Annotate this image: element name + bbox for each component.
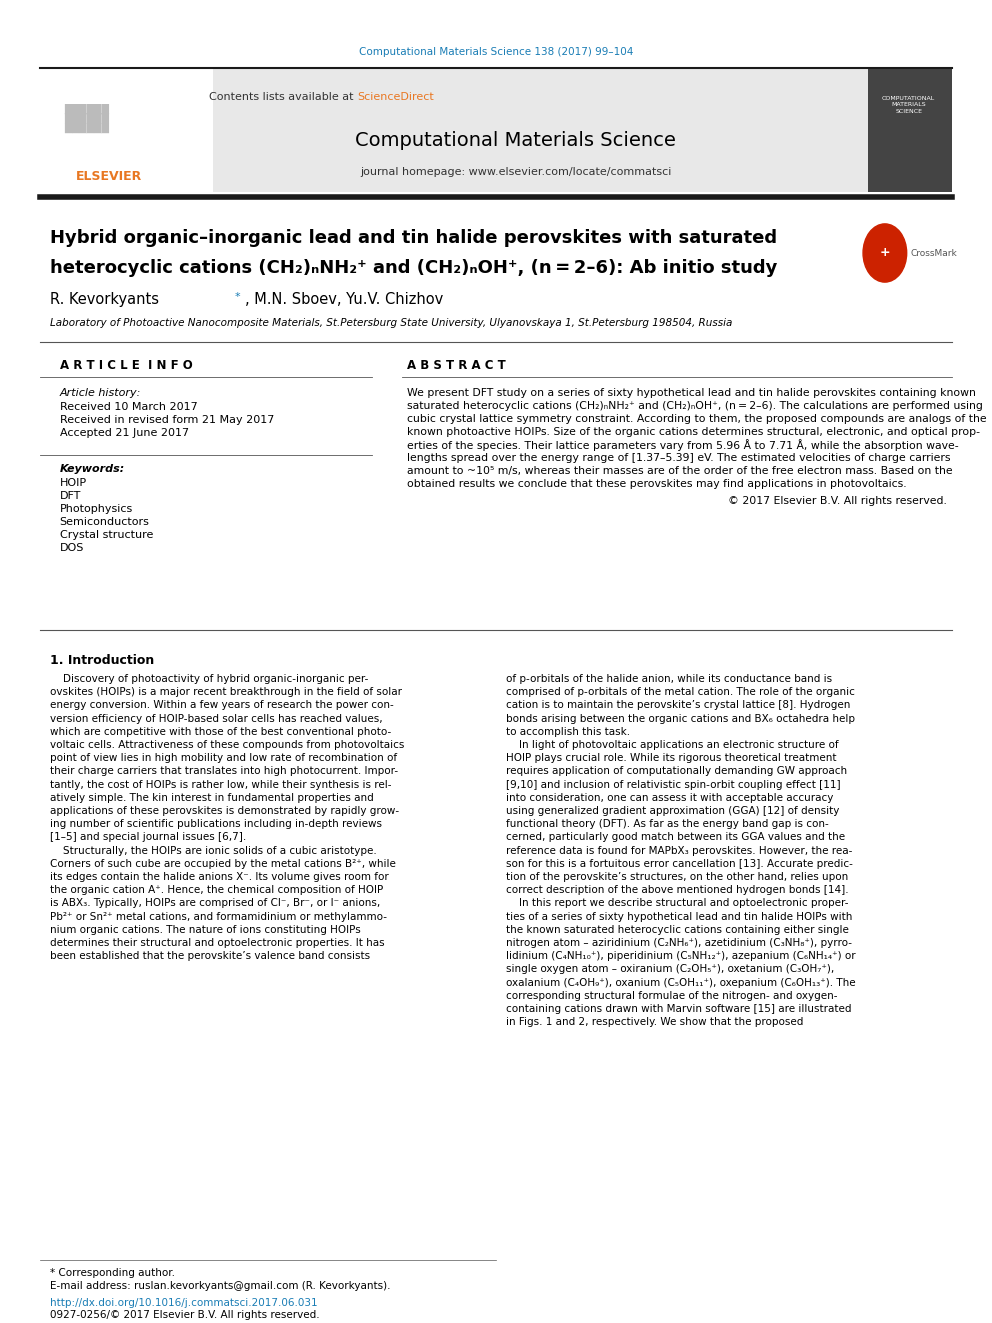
Text: containing cations drawn with Marvin software [15] are illustrated: containing cations drawn with Marvin sof… (506, 1004, 851, 1013)
Text: is ABX₃. Typically, HOIPs are comprised of Cl⁻, Br⁻, or I⁻ anions,: is ABX₃. Typically, HOIPs are comprised … (50, 898, 380, 909)
Text: using generalized gradient approximation (GGA) [12] of density: using generalized gradient approximation… (506, 806, 839, 816)
Text: son for this is a fortuitous error cancellation [13]. Accurate predic-: son for this is a fortuitous error cance… (506, 859, 853, 869)
Text: their charge carriers that translates into high photocurrent. Impor-: their charge carriers that translates in… (50, 766, 398, 777)
Text: Crystal structure: Crystal structure (60, 531, 153, 540)
Text: bonds arising between the organic cations and BX₆ octahedra help: bonds arising between the organic cation… (506, 713, 855, 724)
Text: CrossMark: CrossMark (911, 249, 957, 258)
Text: functional theory (DFT). As far as the energy band gap is con-: functional theory (DFT). As far as the e… (506, 819, 828, 830)
Text: Corners of such cube are occupied by the metal cations B²⁺, while: Corners of such cube are occupied by the… (50, 859, 396, 869)
Text: Received in revised form 21 May 2017: Received in revised form 21 May 2017 (60, 415, 274, 425)
Text: into consideration, one can assess it with acceptable accuracy: into consideration, one can assess it wi… (506, 792, 833, 803)
Text: corresponding structural formulae of the nitrogen- and oxygen-: corresponding structural formulae of the… (506, 991, 837, 1000)
Text: of p-orbitals of the halide anion, while its conductance band is: of p-orbitals of the halide anion, while… (506, 673, 832, 684)
Text: ELSEVIER: ELSEVIER (75, 169, 142, 183)
Text: voltaic cells. Attractiveness of these compounds from photovoltaics: voltaic cells. Attractiveness of these c… (50, 740, 404, 750)
Text: to accomplish this task.: to accomplish this task. (506, 726, 630, 737)
Text: tantly, the cost of HOIPs is rather low, while their synthesis is rel-: tantly, the cost of HOIPs is rather low,… (50, 779, 391, 790)
Text: energy conversion. Within a few years of research the power con-: energy conversion. Within a few years of… (50, 700, 394, 710)
Text: its edges contain the halide anions X⁻. Its volume gives room for: its edges contain the halide anions X⁻. … (50, 872, 388, 882)
Text: cation is to maintain the perovskite’s crystal lattice [8]. Hydrogen: cation is to maintain the perovskite’s c… (506, 700, 850, 710)
Text: requires application of computationally demanding GW approach: requires application of computationally … (506, 766, 847, 777)
Text: Contents lists available at: Contents lists available at (209, 93, 357, 102)
Text: correct description of the above mentioned hydrogen bonds [14].: correct description of the above mention… (506, 885, 848, 896)
Text: journal homepage: www.elsevier.com/locate/commatsci: journal homepage: www.elsevier.com/locat… (360, 167, 672, 177)
Text: http://dx.doi.org/10.1016/j.commatsci.2017.06.031: http://dx.doi.org/10.1016/j.commatsci.20… (50, 1298, 317, 1308)
Text: heterocyclic cations (CH₂)ₙNH₂⁺ and (CH₂)ₙOH⁺, (n = 2–6): Ab initio study: heterocyclic cations (CH₂)ₙNH₂⁺ and (CH₂… (50, 259, 777, 277)
Text: the organic cation A⁺. Hence, the chemical composition of HOIP: the organic cation A⁺. Hence, the chemic… (50, 885, 383, 896)
Text: point of view lies in high mobility and low rate of recombination of: point of view lies in high mobility and … (50, 753, 397, 763)
Text: Received 10 March 2017: Received 10 March 2017 (60, 402, 197, 411)
FancyBboxPatch shape (40, 67, 952, 192)
Text: Structurally, the HOIPs are ionic solids of a cubic aristotype.: Structurally, the HOIPs are ionic solids… (50, 845, 376, 856)
Text: [1–5] and special journal issues [6,7].: [1–5] and special journal issues [6,7]. (50, 832, 246, 843)
Text: nitrogen atom – aziridinium (C₂NH₆⁺), azetidinium (C₃NH₈⁺), pyrro-: nitrogen atom – aziridinium (C₂NH₆⁺), az… (506, 938, 852, 949)
Text: which are competitive with those of the best conventional photo-: which are competitive with those of the … (50, 726, 391, 737)
Text: amount to ~10⁵ m/s, whereas their masses are of the order of the free electron m: amount to ~10⁵ m/s, whereas their masses… (407, 466, 952, 476)
Circle shape (863, 224, 907, 282)
Text: In this report we describe structural and optoelectronic proper-: In this report we describe structural an… (506, 898, 848, 909)
Text: A R T I C L E  I N F O: A R T I C L E I N F O (60, 360, 192, 373)
Text: oxalanium (C₄OH₉⁺), oxanium (C₅OH₁₁⁺), oxepanium (C₆OH₁₃⁺). The: oxalanium (C₄OH₉⁺), oxanium (C₅OH₁₁⁺), o… (506, 978, 855, 987)
Text: Computational Materials Science: Computational Materials Science (355, 131, 677, 149)
FancyBboxPatch shape (40, 67, 213, 192)
Text: saturated heterocyclic cations (CH₂)ₙNH₂⁺ and (CH₂)ₙOH⁺, (n = 2–6). The calculat: saturated heterocyclic cations (CH₂)ₙNH₂… (407, 401, 983, 411)
Text: ██████
██████
██████: ██████ ██████ ██████ (64, 103, 109, 132)
Text: 0927-0256/© 2017 Elsevier B.V. All rights reserved.: 0927-0256/© 2017 Elsevier B.V. All right… (50, 1310, 319, 1320)
Text: ScienceDirect: ScienceDirect (357, 93, 434, 102)
Text: cubic crystal lattice symmetry constraint. According to them, the proposed compo: cubic crystal lattice symmetry constrain… (407, 414, 986, 423)
Text: atively simple. The kin interest in fundamental properties and: atively simple. The kin interest in fund… (50, 792, 373, 803)
FancyBboxPatch shape (868, 67, 952, 192)
Text: Keywords:: Keywords: (60, 464, 125, 474)
Text: Accepted 21 June 2017: Accepted 21 June 2017 (60, 429, 188, 438)
Text: obtained results we conclude that these perovskites may find applications in pho: obtained results we conclude that these … (407, 479, 907, 490)
Text: in Figs. 1 and 2, respectively. We show that the proposed: in Figs. 1 and 2, respectively. We show … (506, 1017, 804, 1027)
Text: cerned, particularly good match between its GGA values and the: cerned, particularly good match between … (506, 832, 845, 843)
Text: applications of these perovskites is demonstrated by rapidly grow-: applications of these perovskites is dem… (50, 806, 399, 816)
Text: Laboratory of Photoactive Nanocomposite Materials, St.Petersburg State Universit: Laboratory of Photoactive Nanocomposite … (50, 318, 732, 328)
Text: ties of a series of sixty hypothetical lead and tin halide HOIPs with: ties of a series of sixty hypothetical l… (506, 912, 852, 922)
Text: the known saturated heterocyclic cations containing either single: the known saturated heterocyclic cations… (506, 925, 849, 935)
Text: We present DFT study on a series of sixty hypothetical lead and tin halide perov: We present DFT study on a series of sixt… (407, 388, 975, 398)
Text: A B S T R A C T: A B S T R A C T (407, 360, 506, 373)
Text: been established that the perovskite’s valence band consists: been established that the perovskite’s v… (50, 951, 370, 962)
Text: Photophysics: Photophysics (60, 504, 133, 515)
Text: lengths spread over the energy range of [1.37–5.39] eV. The estimated velocities: lengths spread over the energy range of … (407, 452, 950, 463)
Text: COMPUTATIONAL
MATERIALS
SCIENCE: COMPUTATIONAL MATERIALS SCIENCE (882, 97, 935, 114)
Text: Pb²⁺ or Sn²⁺ metal cations, and formamidinium or methylammo-: Pb²⁺ or Sn²⁺ metal cations, and formamid… (50, 912, 387, 922)
Text: 1. Introduction: 1. Introduction (50, 654, 154, 667)
Text: determines their structural and optoelectronic properties. It has: determines their structural and optoelec… (50, 938, 384, 949)
Text: known photoactive HOIPs. Size of the organic cations determines structural, elec: known photoactive HOIPs. Size of the org… (407, 427, 980, 437)
Text: DFT: DFT (60, 491, 81, 501)
Text: R. Kevorkyants: R. Kevorkyants (50, 292, 164, 307)
Text: single oxygen atom – oxiranium (C₂OH₅⁺), oxetanium (C₃OH₇⁺),: single oxygen atom – oxiranium (C₂OH₅⁺),… (506, 964, 834, 975)
Text: tion of the perovskite’s structures, on the other hand, relies upon: tion of the perovskite’s structures, on … (506, 872, 848, 882)
Text: * Corresponding author.: * Corresponding author. (50, 1267, 175, 1278)
Text: *: * (235, 292, 241, 302)
Text: Hybrid organic–inorganic lead and tin halide perovskites with saturated: Hybrid organic–inorganic lead and tin ha… (50, 229, 777, 247)
Text: In light of photovoltaic applications an electronic structure of: In light of photovoltaic applications an… (506, 740, 838, 750)
Text: reference data is found for MAPbX₃ perovskites. However, the rea-: reference data is found for MAPbX₃ perov… (506, 845, 852, 856)
Text: Computational Materials Science 138 (2017) 99–104: Computational Materials Science 138 (201… (359, 48, 633, 57)
Text: comprised of p-orbitals of the metal cation. The role of the organic: comprised of p-orbitals of the metal cat… (506, 687, 855, 697)
Text: erties of the species. Their lattice parameters vary from 5.96 Å to 7.71 Å, whil: erties of the species. Their lattice par… (407, 439, 958, 451)
Text: © 2017 Elsevier B.V. All rights reserved.: © 2017 Elsevier B.V. All rights reserved… (728, 496, 947, 505)
Text: E-mail address: ruslan.kevorkyants@gmail.com (R. Kevorkyants).: E-mail address: ruslan.kevorkyants@gmail… (50, 1281, 390, 1291)
Text: version efficiency of HOIP-based solar cells has reached values,: version efficiency of HOIP-based solar c… (50, 713, 382, 724)
Text: DOS: DOS (60, 542, 84, 553)
Text: +: + (880, 246, 890, 259)
Text: lidinium (C₄NH₁₀⁺), piperidinium (C₅NH₁₂⁺), azepanium (C₆NH₁₄⁺) or: lidinium (C₄NH₁₀⁺), piperidinium (C₅NH₁₂… (506, 951, 855, 962)
Text: Discovery of photoactivity of hybrid organic-inorganic per-: Discovery of photoactivity of hybrid org… (50, 673, 368, 684)
Text: ovskites (HOIPs) is a major recent breakthrough in the field of solar: ovskites (HOIPs) is a major recent break… (50, 687, 402, 697)
Text: , M.N. Sboev, Yu.V. Chizhov: , M.N. Sboev, Yu.V. Chizhov (245, 292, 443, 307)
Text: [9,10] and inclusion of relativistic spin-orbit coupling effect [11]: [9,10] and inclusion of relativistic spi… (506, 779, 840, 790)
Text: HOIP: HOIP (60, 478, 86, 488)
Text: nium organic cations. The nature of ions constituting HOIPs: nium organic cations. The nature of ions… (50, 925, 360, 935)
Text: HOIP plays crucial role. While its rigorous theoretical treatment: HOIP plays crucial role. While its rigor… (506, 753, 836, 763)
Text: ing number of scientific publications including in-depth reviews: ing number of scientific publications in… (50, 819, 382, 830)
Text: Article history:: Article history: (60, 388, 141, 398)
Text: Semiconductors: Semiconductors (60, 517, 150, 527)
